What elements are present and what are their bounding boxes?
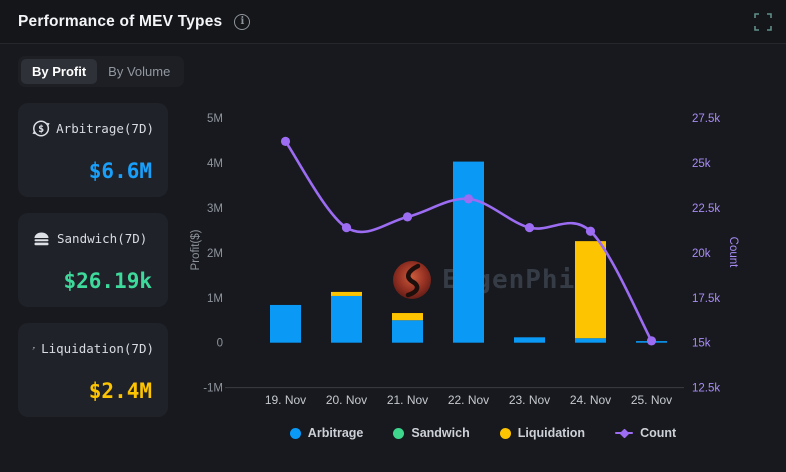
bar-arbitrage-2[interactable] — [392, 320, 423, 343]
left-axis-tick: -1M — [203, 383, 223, 395]
bar-arbitrage-1[interactable] — [331, 295, 362, 343]
arbitrage-card-label: Arbitrage(7D) — [56, 121, 154, 136]
liquidation-card[interactable]: Liquidation(7D) $2.4M — [18, 323, 168, 417]
bar-liquidation-1[interactable] — [331, 291, 362, 296]
x-axis-label: 20. Nov — [326, 393, 367, 407]
info-icon[interactable]: i — [234, 13, 251, 30]
stat-cards: $ Arbitrage(7D) $6.6M Sandwich(7D) $26.1… — [18, 103, 168, 417]
right-axis-tick: 17.5k — [692, 293, 720, 305]
sandwich-icon — [34, 232, 49, 246]
bar-liquidation-2[interactable] — [392, 313, 423, 321]
x-axis-label: 22. Nov — [448, 393, 489, 407]
count-point-6[interactable] — [646, 336, 657, 346]
right-axis-tick: 20k — [692, 248, 711, 260]
legend-label: Arbitrage — [307, 426, 364, 440]
count-point-1[interactable] — [341, 223, 352, 233]
view-toggle-tabs: By Profit By Volume — [18, 56, 185, 87]
chart-legend: Arbitrage Sandwich Liquidation Count — [185, 426, 781, 440]
liquidation-card-label: Liquidation(7D) — [41, 341, 154, 356]
legend-dot-arbitrage — [289, 427, 301, 439]
x-axis-label: 21. Nov — [387, 393, 428, 407]
arbitrage-card-value: $6.6M — [88, 159, 152, 183]
legend-item-count[interactable]: Count — [615, 426, 676, 440]
left-axis-tick: 4M — [207, 158, 223, 170]
right-axis-title: Count — [727, 237, 739, 268]
right-axis-tick: 12.5k — [692, 383, 720, 395]
bar-arbitrage-5[interactable] — [575, 338, 606, 343]
bar-arbitrage-0[interactable] — [270, 304, 301, 343]
bar-arbitrage-3[interactable] — [453, 161, 484, 343]
legend-label: Count — [640, 426, 677, 440]
left-axis-tick: 5M — [207, 113, 223, 125]
legend-label: Sandwich — [411, 426, 470, 440]
legend-line-marker — [615, 428, 634, 439]
widget-header: Performance of MEV Types i — [0, 0, 786, 44]
sandwich-card-label: Sandwich(7D) — [57, 231, 148, 246]
svg-text:$: $ — [38, 124, 44, 135]
legend-item-sandwich[interactable]: Sandwich — [393, 426, 470, 440]
count-point-5[interactable] — [585, 226, 596, 236]
right-axis-tick: 27.5k — [692, 113, 720, 125]
mev-performance-chart[interactable]: Profit($) Count 5M 4M 3M 2M 1M 0 -1M 27.5k 25k 22… — [185, 95, 781, 413]
x-axis-label: 24. Nov — [570, 393, 611, 407]
legend-item-arbitrage[interactable]: Arbitrage — [289, 426, 364, 440]
count-point-4[interactable] — [524, 223, 535, 233]
count-point-3[interactable] — [463, 194, 474, 204]
legend-label: Liquidation — [517, 426, 586, 440]
left-axis-tick: 2M — [207, 248, 223, 260]
right-axis-tick: 25k — [692, 158, 711, 170]
x-axis-label: 25. Nov — [631, 393, 672, 407]
left-axis-tick: 1M — [207, 293, 223, 305]
liquidation-card-value: $2.4M — [88, 379, 152, 403]
bar-liquidation-5[interactable] — [575, 241, 606, 339]
page-title: Performance of MEV Types — [18, 12, 223, 30]
left-axis-tick: 0 — [217, 338, 223, 350]
count-point-2[interactable] — [402, 212, 413, 222]
legend-dot-sandwich — [393, 427, 405, 439]
left-axis-tick: 3M — [207, 203, 223, 215]
x-axis-label: 23. Nov — [509, 393, 550, 407]
sandwich-card[interactable]: Sandwich(7D) $26.19k — [18, 213, 168, 307]
right-axis-tick: 22.5k — [692, 203, 720, 215]
right-axis-tick: 15k — [692, 338, 711, 350]
arbitrage-card[interactable]: $ Arbitrage(7D) $6.6M — [18, 103, 168, 197]
liquidation-icon — [32, 346, 35, 350]
legend-item-liquidation[interactable]: Liquidation — [499, 426, 586, 440]
count-point-0[interactable] — [280, 136, 291, 146]
eigenphi-logo-icon — [393, 261, 431, 299]
sandwich-card-value: $26.19k — [63, 269, 152, 293]
tab-by-volume[interactable]: By Volume — [108, 64, 171, 79]
legend-dot-liquidation — [499, 427, 511, 439]
tab-by-profit[interactable]: By Profit — [21, 59, 98, 84]
bar-arbitrage-4[interactable] — [514, 337, 545, 343]
expand-icon[interactable] — [754, 12, 772, 31]
left-axis-title: Profit($) — [190, 229, 202, 270]
arbitrage-icon: $ — [32, 120, 50, 137]
x-axis-label: 19. Nov — [265, 393, 306, 407]
